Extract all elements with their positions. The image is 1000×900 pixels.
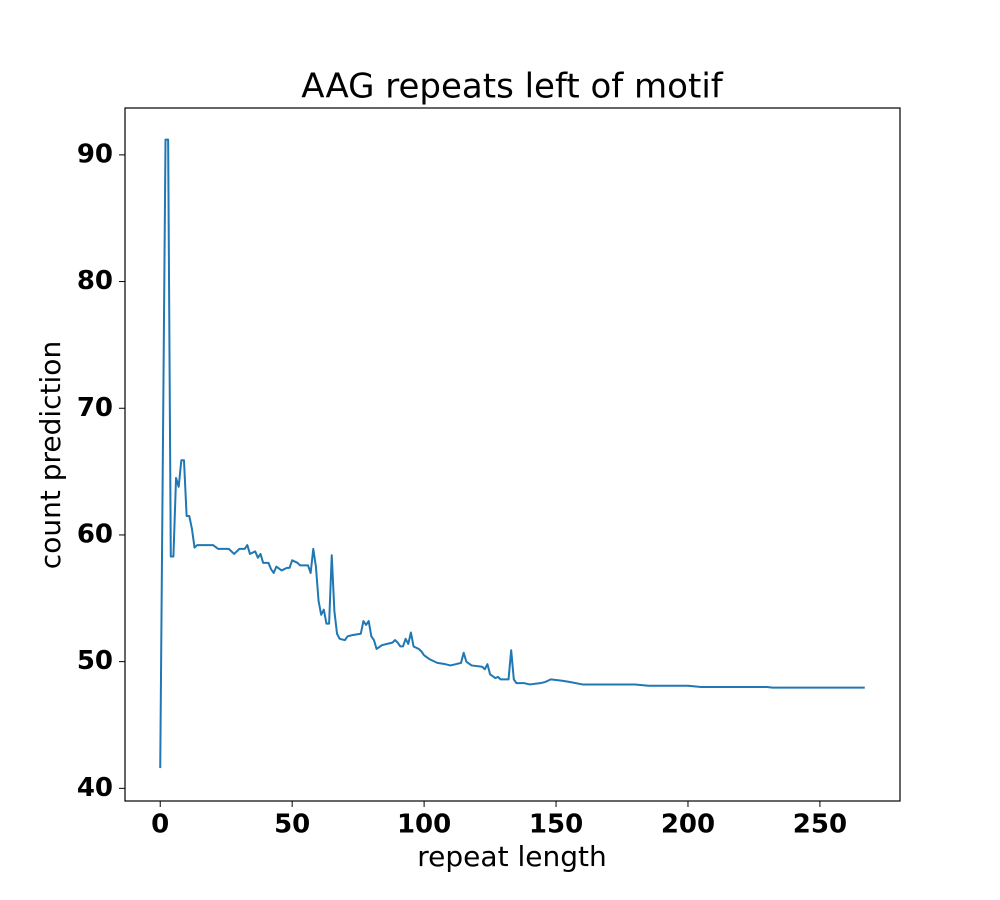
x-tick-label: 200 [661, 810, 715, 840]
y-tick-label: 60 [77, 519, 113, 549]
y-tick-label: 50 [77, 646, 113, 676]
plot-frame [124, 107, 901, 802]
y-tick-label: 90 [77, 139, 113, 169]
y-tick-label: 80 [77, 266, 113, 296]
x-tick-label: 100 [397, 810, 451, 840]
y-axis-label: count prediction [34, 341, 67, 569]
data-line [159, 138, 865, 769]
x-tick-label: 50 [274, 810, 310, 840]
x-tick-label: 150 [529, 810, 583, 840]
y-tick-label: 70 [77, 393, 113, 423]
x-tick-label: 0 [151, 810, 169, 840]
chart-title: AAG repeats left of motif [301, 67, 724, 107]
x-tick-label: 250 [793, 810, 847, 840]
x-axis-label: repeat length [417, 840, 606, 873]
y-tick-label: 40 [77, 773, 113, 803]
